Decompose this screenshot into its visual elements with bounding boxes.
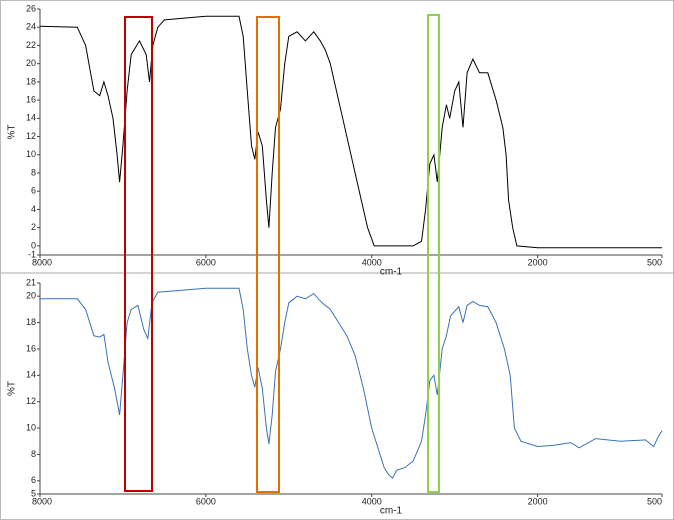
x-tick-label: 8000: [32, 257, 52, 267]
y-tick-label: 20: [26, 291, 36, 301]
x-tick-label: 2000: [528, 496, 548, 506]
y-tick-label: 4: [31, 204, 36, 214]
y-tick-label: 2: [31, 222, 36, 232]
highlight-box: [124, 16, 153, 492]
x-tick-label: 6000: [196, 257, 216, 267]
y-axis-label: %T: [7, 381, 18, 396]
y-tick-label: 10: [26, 422, 36, 432]
y-tick-label: -1: [28, 249, 36, 259]
x-tick-label: 6000: [196, 496, 216, 506]
y-tick-label: 20: [26, 58, 36, 68]
spectrum-line: [39, 15, 662, 249]
y-tick-label: 0: [31, 240, 36, 250]
y-tick-label: 14: [26, 370, 36, 380]
y-tick-label: 18: [26, 76, 36, 86]
x-axis-label: cm-1: [380, 506, 403, 517]
y-tick-label: 26: [26, 3, 36, 13]
spectrum-line: [40, 287, 663, 480]
x-tick-label: 4000: [362, 496, 382, 506]
x-tick-label: 2000: [528, 257, 548, 267]
highlight-box: [256, 16, 280, 493]
x-axis-label: cm-1: [380, 267, 403, 278]
y-tick-label: 6: [31, 475, 36, 485]
y-tick-label: 21: [26, 277, 36, 287]
y-tick-label: 8: [31, 449, 36, 459]
x-tick-label: 500: [647, 496, 662, 506]
y-tick-label: 6: [31, 186, 36, 196]
y-tick-label: 12: [26, 131, 36, 141]
y-tick-label: 16: [26, 343, 36, 353]
y-axis-label: %T: [7, 125, 18, 140]
y-tick-label: 8: [31, 167, 36, 177]
x-tick-label: 500: [647, 257, 662, 267]
highlight-box: [427, 14, 440, 493]
y-tick-label: 18: [26, 317, 36, 327]
y-tick-label: 12: [26, 396, 36, 406]
y-tick-label: 5: [31, 488, 36, 498]
x-tick-label: 8000: [32, 496, 52, 506]
y-tick-label: 10: [26, 149, 36, 159]
y-tick-label: 16: [26, 94, 36, 104]
x-tick-label: 4000: [362, 257, 382, 267]
y-tick-label: 22: [26, 40, 36, 50]
y-tick-label: 24: [26, 22, 36, 32]
y-tick-label: 14: [26, 113, 36, 123]
